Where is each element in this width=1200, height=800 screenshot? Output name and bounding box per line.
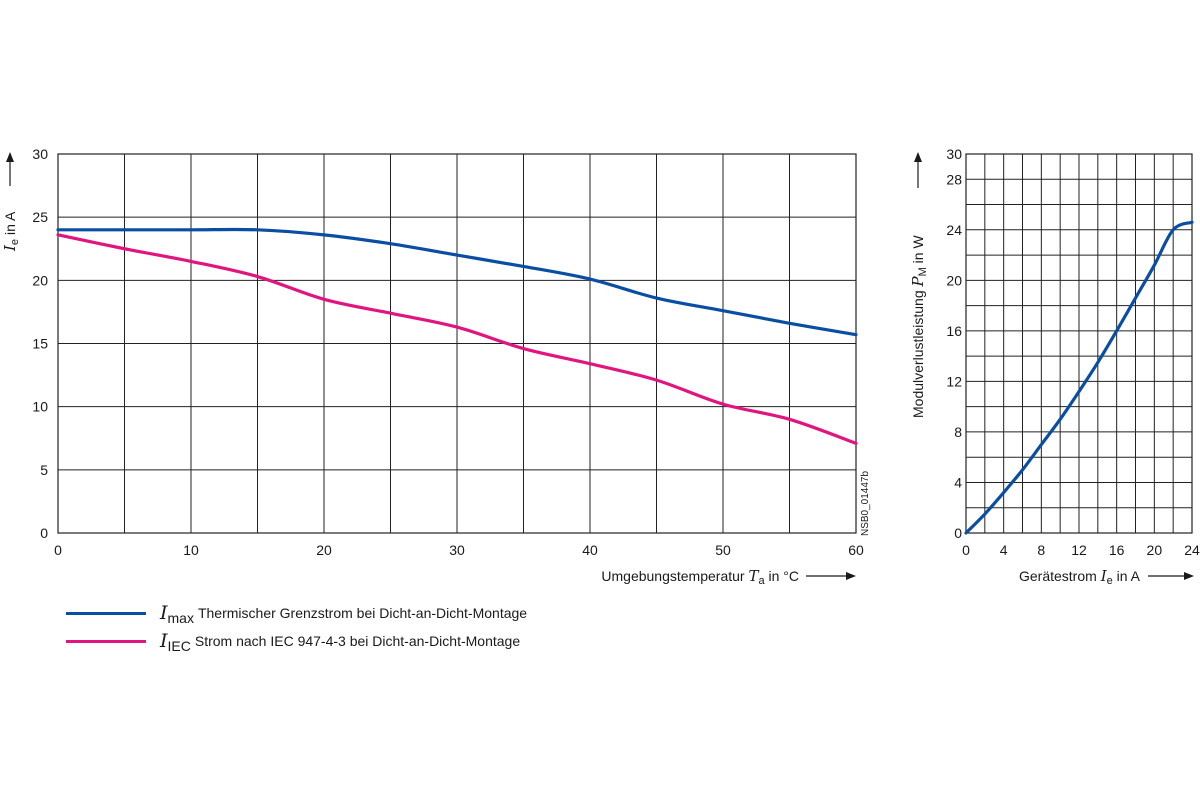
right-y-axis-label: Modulverlustleistung PM in W — [909, 235, 929, 418]
right-x-tick-label: 12 — [1071, 542, 1087, 558]
figure-code: NSB0_01447b — [860, 471, 871, 536]
right-y-tick-label: 8 — [954, 424, 962, 440]
left-x-axis-arrow — [806, 572, 856, 580]
right-x-tick-label: 20 — [1147, 542, 1163, 558]
left-y-axis-label: Ie in A — [1, 211, 21, 252]
left-x-tick-label: 50 — [715, 542, 731, 558]
left-chart-grid — [57, 153, 857, 534]
right-chart-grid — [965, 153, 1193, 534]
right-x-tick-label: 16 — [1109, 542, 1125, 558]
right-x-tick-label: 0 — [962, 542, 970, 558]
right-y-tick-label: 12 — [946, 373, 962, 389]
legend-item-imax: I max Thermischer Grenzstrom bei Dicht-a… — [66, 602, 528, 626]
left-y-tick-label: 15 — [32, 336, 48, 352]
left-x-tick-label: 0 — [54, 542, 62, 558]
left-x-tick-label: 20 — [316, 542, 332, 558]
legend-sub-iiec: IEC — [167, 638, 191, 654]
right-y-tick-label: 20 — [946, 272, 962, 288]
right-y-tick-label: 24 — [946, 222, 962, 238]
right-x-tick-label: 8 — [1037, 542, 1045, 558]
right-x-tick-label: 24 — [1184, 542, 1200, 558]
right-x-axis-arrow — [1148, 572, 1194, 580]
left-y-tick-label: 25 — [32, 209, 48, 225]
left-y-axis-arrow — [6, 152, 14, 186]
series-line-pm — [964, 220, 1194, 535]
right-y-axis-arrow — [914, 152, 922, 188]
series-line-iiec — [56, 233, 858, 445]
legend-swatch-imax — [66, 611, 146, 615]
right-chart-series — [964, 220, 1194, 535]
left-y-tick-label: 10 — [32, 399, 48, 415]
left-x-tick-label: 10 — [183, 542, 199, 558]
legend-symbol-imax: I — [160, 602, 168, 624]
left-chart-series — [56, 227, 858, 445]
legend-sub-imax: max — [167, 610, 194, 626]
legend-text-iiec: Strom nach IEC 947-4-3 bei Dicht-an-Dich… — [194, 633, 521, 649]
left-y-tick-label: 5 — [40, 462, 48, 478]
left-plot-frame — [57, 153, 857, 534]
left-x-tick-label: 40 — [582, 542, 598, 558]
left-y-tick-label: 20 — [32, 272, 48, 288]
left-y-tick-label: 0 — [40, 525, 48, 541]
left-x-axis-label: Umgebungstemperatur Ta in °C — [601, 567, 799, 587]
right-y-tick-label: 30 — [946, 146, 962, 162]
left-x-tick-label: 60 — [848, 542, 864, 558]
right-x-axis-label: Gerätestrom Ie in A — [1019, 567, 1141, 587]
right-y-tick-label: 28 — [946, 171, 962, 187]
series-line-imax — [56, 227, 858, 337]
legend-symbol-iiec: I — [160, 630, 168, 652]
right-plot-frame — [965, 153, 1193, 534]
right-y-tick-label: 0 — [954, 525, 962, 541]
left-y-tick-label: 30 — [32, 146, 48, 162]
right-x-tick-label: 4 — [1000, 542, 1008, 558]
legend-swatch-iiec — [66, 639, 146, 643]
left-chart-ticks: 0 10 20 30 40 50 60 0 5 10 15 20 25 30 — [32, 146, 864, 558]
right-y-tick-label: 16 — [946, 323, 962, 339]
legend-text-imax: Thermischer Grenzstrom bei Dicht-an-Dich… — [197, 605, 528, 621]
left-x-tick-label: 30 — [449, 542, 465, 558]
right-chart-ticks: 0 4 8 12 16 20 24 0 4 8 12 16 20 24 28 30 — [946, 146, 1200, 558]
right-y-tick-label: 4 — [954, 474, 962, 490]
legend-item-iiec: I IEC Strom nach IEC 947-4-3 bei Dicht-a… — [66, 630, 521, 654]
